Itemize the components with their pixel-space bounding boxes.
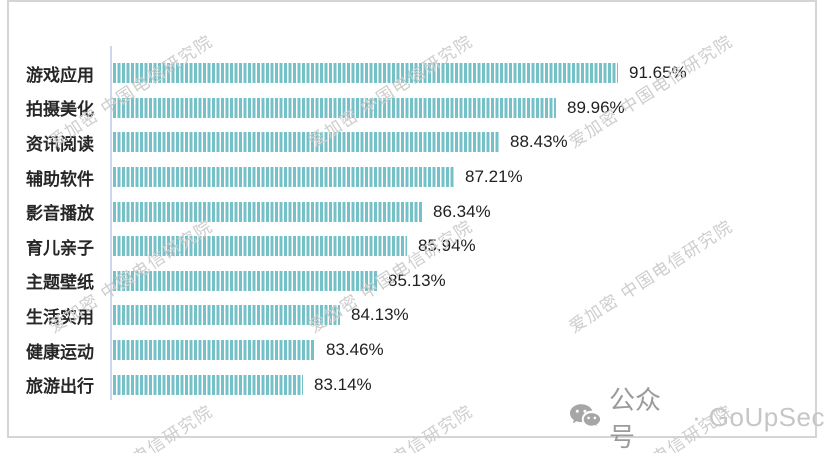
bar-row: 辅助软件 87.21% [0,160,825,195]
category-label: 主题壁纸 [26,273,94,293]
bar [113,340,315,361]
category-axis-line [110,46,112,400]
bar [113,374,303,395]
bar [113,97,556,118]
value-label: 88.43% [510,132,568,152]
value-label: 87.21% [465,167,523,187]
value-label: 89.96% [567,97,625,117]
bar-row: 育儿亲子 85.94% [0,229,825,264]
bar [113,63,618,84]
bar-row: 旅游出行 83.14% [0,367,825,402]
value-label: 84.13% [351,305,409,325]
bar-row: 健康运动 83.46% [0,333,825,368]
bar [113,305,340,326]
value-label: 85.94% [418,236,476,256]
footer-separator: · [692,401,701,432]
value-label: 83.14% [314,374,372,394]
bar [113,167,454,188]
footer-account-name: GoUpSec [708,401,825,432]
category-label: 游戏应用 [26,65,94,85]
value-label: 86.34% [433,201,491,221]
bar-rows: 游戏应用 91.65% 拍摄美化 89.96% 资讯阅读 88.43% 辅助软件 87.21%… [0,56,825,402]
bar-row: 游戏应用 91.65% [0,56,825,91]
bar-row: 影音播放 86.34% [0,194,825,229]
value-label: 91.65% [629,63,687,83]
value-label: 83.46% [326,340,384,360]
footer-branding: 公众号 · GoUpSec [569,385,825,452]
category-label: 旅游出行 [26,377,94,397]
category-label: 育儿亲子 [26,238,94,258]
category-label: 生活实用 [26,307,94,327]
bar-row: 主题壁纸 85.13% [0,264,825,299]
bar-row: 资讯阅读 88.43% [0,125,825,160]
footer-wechat-label: 公众号 [609,385,662,452]
category-label: 健康运动 [26,342,94,362]
category-label: 拍摄美化 [26,100,94,120]
category-label: 资讯阅读 [26,134,94,154]
bar [113,132,499,153]
wechat-icon [569,403,602,431]
bar [113,236,407,257]
bar [113,270,377,291]
bar-row: 生活实用 84.13% [0,298,825,333]
category-label: 影音播放 [26,204,94,224]
bar [113,201,422,222]
bar-row: 拍摄美化 89.96% [0,91,825,126]
category-label: 辅助软件 [26,169,94,189]
value-label: 85.13% [388,270,446,290]
